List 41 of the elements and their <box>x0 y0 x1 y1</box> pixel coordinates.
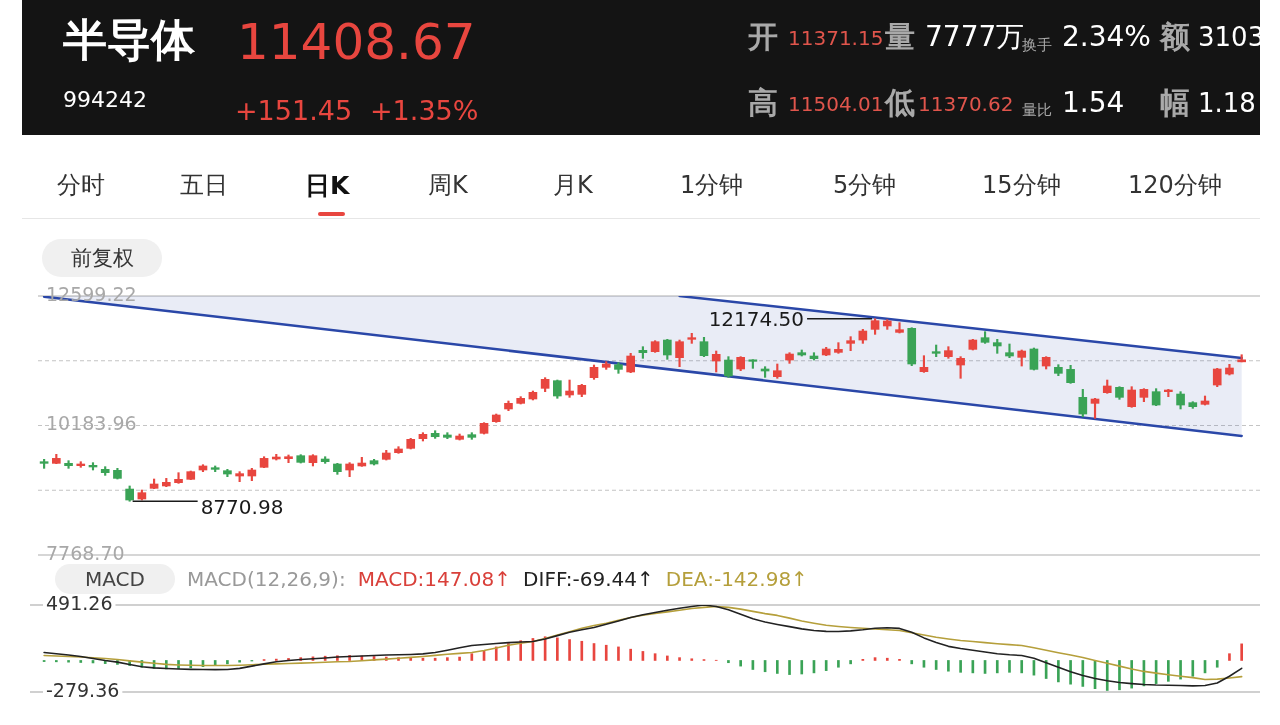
text: 量 <box>885 19 915 54</box>
text: 分时 <box>57 171 105 199</box>
text: 994242 <box>63 87 147 112</box>
chart-title: MACD <box>85 567 145 591</box>
text: 5分钟 <box>833 171 897 199</box>
text: 120分钟 <box>1128 171 1222 199</box>
text: 1.18 <box>1198 88 1256 118</box>
text: +1.35% <box>370 94 479 126</box>
text: 1.54 <box>1062 86 1125 119</box>
text: MACD:147.08↑ <box>357 567 512 591</box>
text: 高 <box>748 85 778 120</box>
text: 周K <box>428 171 468 199</box>
annotation: 12174.50 <box>708 306 805 331</box>
text: 幅 <box>1160 85 1190 120</box>
y-tick-label: 10183.96 <box>46 412 137 435</box>
text: 11408.67 <box>237 13 476 71</box>
text: 额 <box>1160 19 1190 54</box>
text: 量比 <box>1022 100 1052 119</box>
legend-title: MACD(12,26,9): <box>187 567 346 591</box>
text: 月K <box>553 171 593 199</box>
text: 2.34% <box>1062 20 1151 53</box>
y-tick-label: 12599.22 <box>46 282 137 305</box>
text: 五日 <box>180 171 228 199</box>
y-tick-label: 491.26 <box>46 591 113 614</box>
text: 11504.01 <box>788 92 884 116</box>
text: 15分钟 <box>982 171 1061 199</box>
text: 低 <box>885 85 915 120</box>
text: 前复权 <box>42 239 162 277</box>
series-label: DIFF:-69.44↑ <box>523 567 654 591</box>
y-tick-label: -279.36 <box>46 678 120 701</box>
y-tick-label: 7768.70 <box>46 541 125 564</box>
text: +151.45 <box>235 94 353 126</box>
text: 1分钟 <box>680 171 744 199</box>
text: 换手 <box>1022 35 1052 54</box>
text: 开 <box>748 19 778 54</box>
series-label: DEA:-142.98↑ <box>665 567 808 591</box>
text: 半导体 <box>63 14 195 65</box>
text: 11370.62 <box>918 92 1014 116</box>
text: 日K <box>305 170 350 200</box>
text: 11371.15 <box>788 26 884 50</box>
annotation: 8770.98 <box>200 495 284 520</box>
